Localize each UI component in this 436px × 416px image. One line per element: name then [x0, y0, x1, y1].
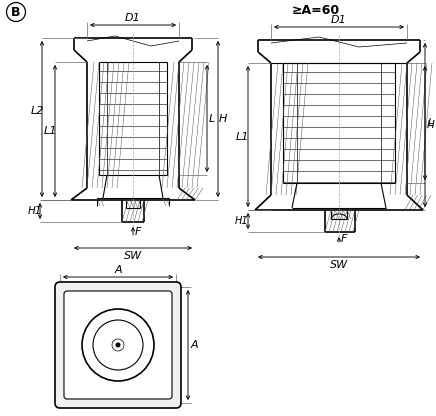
- Text: L: L: [428, 118, 434, 128]
- Text: D1: D1: [125, 13, 141, 23]
- Text: A: A: [114, 265, 122, 275]
- Text: A: A: [190, 340, 198, 350]
- Text: B: B: [11, 5, 21, 18]
- FancyBboxPatch shape: [64, 291, 172, 399]
- FancyBboxPatch shape: [55, 282, 181, 408]
- Text: F: F: [135, 227, 141, 237]
- Circle shape: [116, 343, 120, 347]
- Text: SW: SW: [124, 251, 142, 261]
- Text: L1: L1: [235, 131, 249, 141]
- Text: H: H: [427, 120, 435, 130]
- Text: H: H: [219, 114, 227, 124]
- Text: L2: L2: [31, 106, 44, 116]
- Text: SW: SW: [330, 260, 348, 270]
- Text: F: F: [341, 234, 347, 244]
- Text: ≥A=60: ≥A=60: [292, 3, 340, 17]
- Text: L: L: [209, 114, 215, 124]
- Text: L1: L1: [43, 126, 57, 136]
- Text: H1: H1: [28, 206, 42, 216]
- Text: H1: H1: [235, 216, 249, 226]
- Text: D1: D1: [331, 15, 347, 25]
